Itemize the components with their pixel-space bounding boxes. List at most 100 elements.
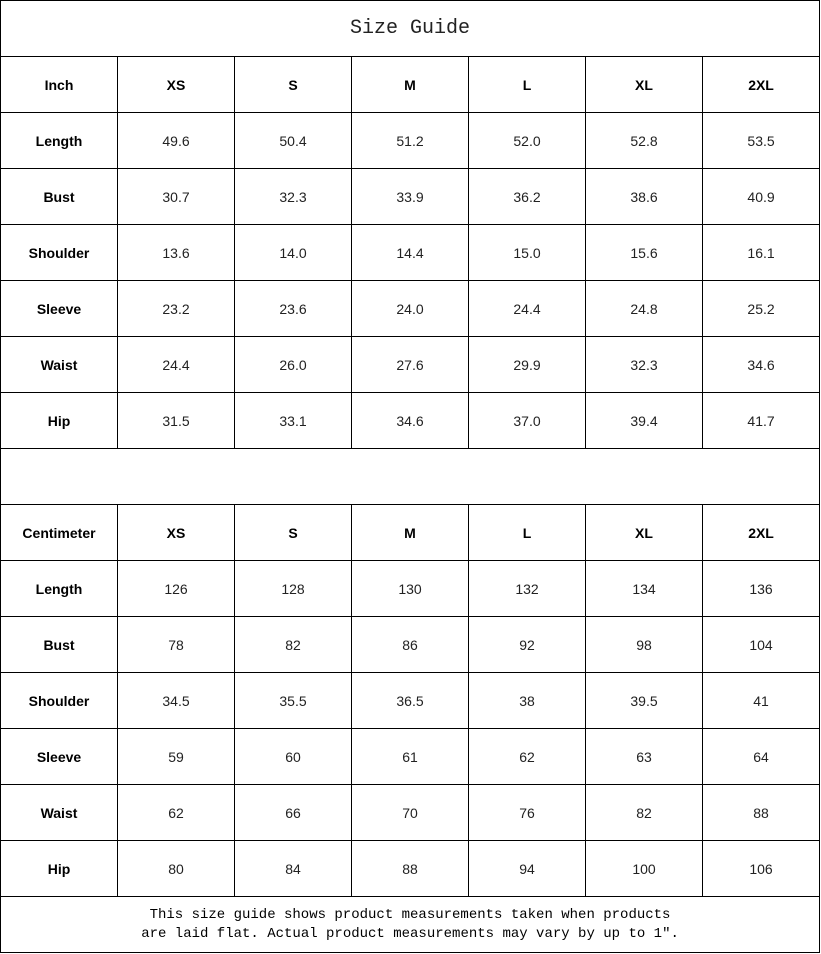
measurement-value: 62 xyxy=(468,728,586,785)
table-row: Length 49.6 50.4 51.2 52.0 52.8 53.5 xyxy=(0,112,821,169)
header-row: Centimeter XS S M L XL 2XL xyxy=(0,504,821,561)
table-row: Sleeve 59 60 61 62 63 64 xyxy=(0,728,821,785)
size-header: M xyxy=(351,56,469,113)
measurement-label: Hip xyxy=(0,392,118,449)
measurement-value: 63 xyxy=(585,728,703,785)
footnote-row: This size guide shows product measuremen… xyxy=(0,896,821,953)
measurement-value: 78 xyxy=(117,616,235,673)
measurement-value: 34.5 xyxy=(117,672,235,729)
size-header: S xyxy=(234,504,352,561)
measurement-value: 33.9 xyxy=(351,168,469,225)
measurement-value: 62 xyxy=(117,784,235,841)
measurement-value: 106 xyxy=(701,840,821,897)
measurement-value: 94 xyxy=(468,840,586,897)
measurement-label: Sleeve xyxy=(0,280,118,337)
unit-header: Inch xyxy=(0,56,118,113)
footnote-line2: are laid flat. Actual product measuremen… xyxy=(141,925,679,942)
measurement-value: 14.0 xyxy=(234,224,352,281)
measurement-value: 24.4 xyxy=(468,280,586,337)
title-row: Size Guide xyxy=(0,0,821,57)
footnote: This size guide shows product measuremen… xyxy=(0,896,821,953)
measurement-value: 61 xyxy=(351,728,469,785)
measurement-label: Sleeve xyxy=(0,728,118,785)
table-row: Shoulder 34.5 35.5 36.5 38 39.5 41 xyxy=(0,672,821,729)
measurement-value: 66 xyxy=(234,784,352,841)
measurement-value: 104 xyxy=(701,616,821,673)
measurement-value: 31.5 xyxy=(117,392,235,449)
measurement-label: Hip xyxy=(0,840,118,897)
measurement-value: 64 xyxy=(701,728,821,785)
measurement-value: 26.0 xyxy=(234,336,352,393)
measurement-value: 34.6 xyxy=(701,336,821,393)
size-header: XL xyxy=(585,56,703,113)
measurement-value: 100 xyxy=(585,840,703,897)
measurement-value: 92 xyxy=(468,616,586,673)
measurement-value: 15.0 xyxy=(468,224,586,281)
size-header: L xyxy=(468,504,586,561)
table-row: Hip 80 84 88 94 100 106 xyxy=(0,840,821,897)
measurement-label: Waist xyxy=(0,336,118,393)
measurement-value: 35.5 xyxy=(234,672,352,729)
page-title: Size Guide xyxy=(0,0,821,57)
measurement-value: 70 xyxy=(351,784,469,841)
measurement-value: 86 xyxy=(351,616,469,673)
measurement-value: 40.9 xyxy=(701,168,821,225)
measurement-label: Shoulder xyxy=(0,224,118,281)
measurement-value: 32.3 xyxy=(585,336,703,393)
measurement-value: 84 xyxy=(234,840,352,897)
measurement-value: 29.9 xyxy=(468,336,586,393)
measurement-value: 52.0 xyxy=(468,112,586,169)
measurement-value: 13.6 xyxy=(117,224,235,281)
measurement-value: 23.6 xyxy=(234,280,352,337)
measurement-value: 24.4 xyxy=(117,336,235,393)
table-row: Shoulder 13.6 14.0 14.4 15.0 15.6 16.1 xyxy=(0,224,821,281)
measurement-label: Waist xyxy=(0,784,118,841)
spacer-cell xyxy=(0,448,821,505)
measurement-value: 27.6 xyxy=(351,336,469,393)
measurement-value: 32.3 xyxy=(234,168,352,225)
table-row: Hip 31.5 33.1 34.6 37.0 39.4 41.7 xyxy=(0,392,821,449)
measurement-value: 49.6 xyxy=(117,112,235,169)
table-row: Waist 62 66 70 76 82 88 xyxy=(0,784,821,841)
measurement-value: 30.7 xyxy=(117,168,235,225)
measurement-value: 51.2 xyxy=(351,112,469,169)
measurement-label: Bust xyxy=(0,616,118,673)
size-header: XL xyxy=(585,504,703,561)
measurement-value: 53.5 xyxy=(701,112,821,169)
measurement-value: 25.2 xyxy=(701,280,821,337)
measurement-value: 14.4 xyxy=(351,224,469,281)
measurement-value: 80 xyxy=(117,840,235,897)
size-header: XS xyxy=(117,504,235,561)
measurement-value: 132 xyxy=(468,560,586,617)
measurement-value: 36.2 xyxy=(468,168,586,225)
measurement-value: 16.1 xyxy=(701,224,821,281)
measurement-value: 33.1 xyxy=(234,392,352,449)
measurement-value: 15.6 xyxy=(585,224,703,281)
measurement-value: 134 xyxy=(585,560,703,617)
size-header: M xyxy=(351,504,469,561)
spacer-row xyxy=(0,448,821,505)
measurement-value: 38 xyxy=(468,672,586,729)
measurement-value: 50.4 xyxy=(234,112,352,169)
table-row: Sleeve 23.2 23.6 24.0 24.4 24.8 25.2 xyxy=(0,280,821,337)
size-header: XS xyxy=(117,56,235,113)
measurement-value: 88 xyxy=(701,784,821,841)
measurement-value: 37.0 xyxy=(468,392,586,449)
measurement-label: Length xyxy=(0,112,118,169)
measurement-value: 126 xyxy=(117,560,235,617)
measurement-value: 36.5 xyxy=(351,672,469,729)
measurement-value: 24.0 xyxy=(351,280,469,337)
table-row: Bust 78 82 86 92 98 104 xyxy=(0,616,821,673)
measurement-value: 41.7 xyxy=(701,392,821,449)
measurement-value: 98 xyxy=(585,616,703,673)
footnote-line1: This size guide shows product measuremen… xyxy=(149,906,671,923)
measurement-label: Shoulder xyxy=(0,672,118,729)
measurement-value: 76 xyxy=(468,784,586,841)
measurement-value: 128 xyxy=(234,560,352,617)
measurement-value: 52.8 xyxy=(585,112,703,169)
measurement-value: 23.2 xyxy=(117,280,235,337)
size-header: 2XL xyxy=(701,56,821,113)
measurement-value: 24.8 xyxy=(585,280,703,337)
header-row: Inch XS S M L XL 2XL xyxy=(0,56,821,113)
